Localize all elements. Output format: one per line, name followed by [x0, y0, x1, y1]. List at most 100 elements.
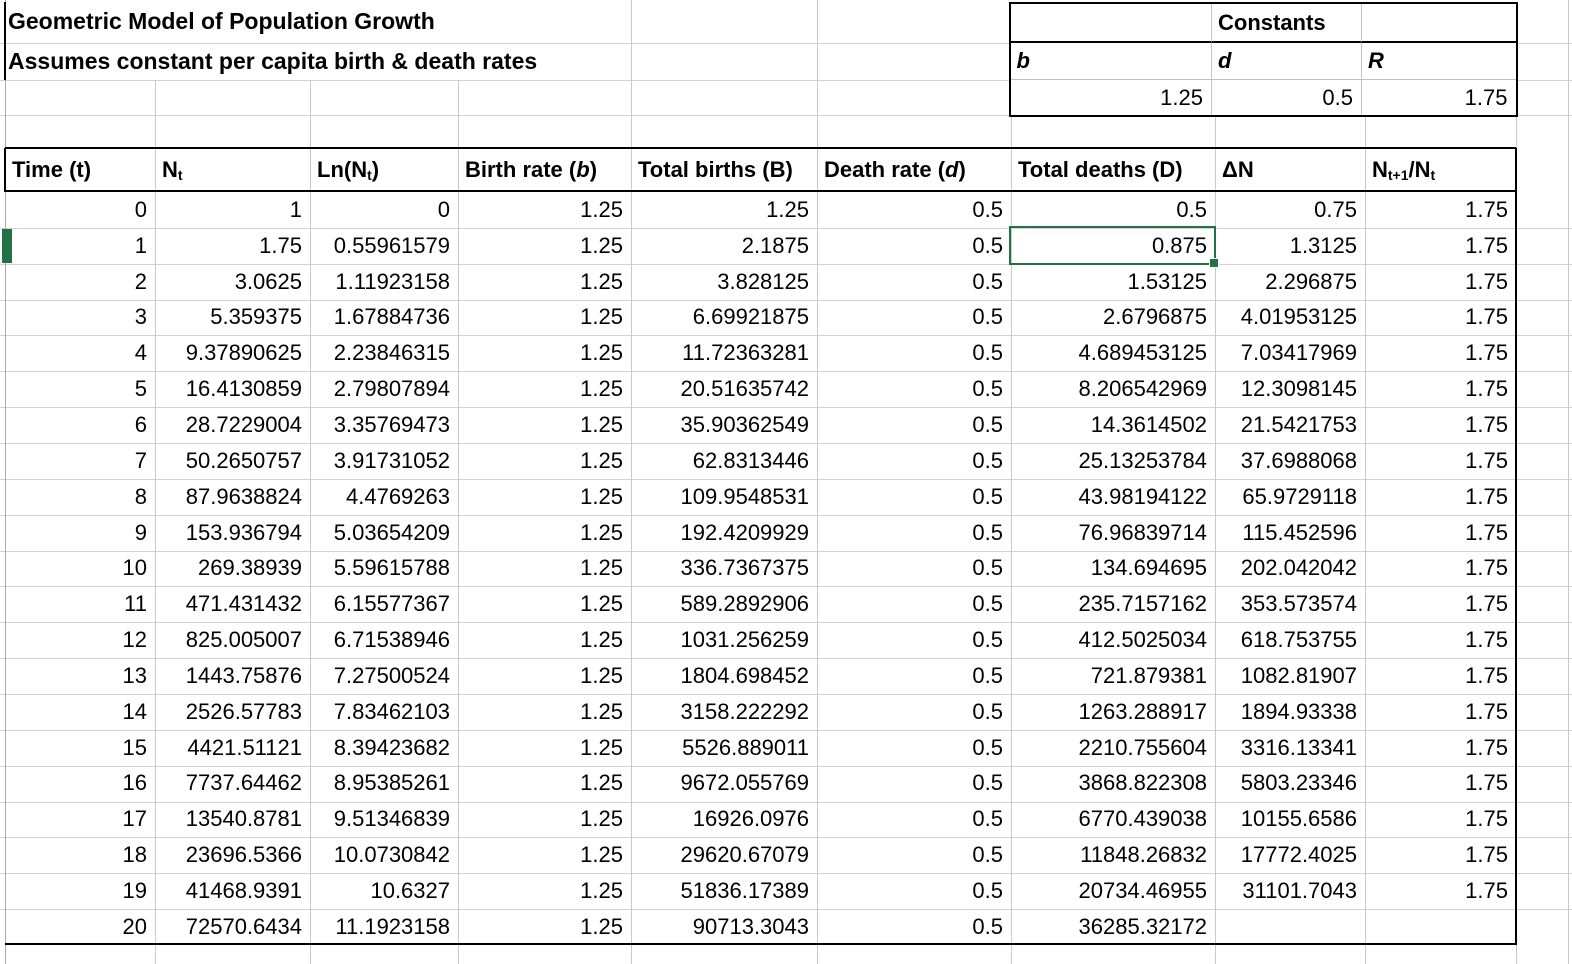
cell[interactable]: 1.3125	[1289, 232, 1357, 258]
cell[interactable]: 8	[134, 483, 147, 509]
cell[interactable]: 15	[122, 734, 147, 760]
cell[interactable]: 0.5	[972, 483, 1003, 509]
cell[interactable]: 5803.23346	[1240, 770, 1357, 796]
cell[interactable]: 1.75	[1465, 662, 1508, 688]
header-cell[interactable]: Total deaths (D)	[1018, 157, 1183, 182]
cell[interactable]: 3	[134, 304, 147, 330]
cell[interactable]: 4.4769263	[346, 483, 450, 509]
cell[interactable]: 1.75	[1465, 555, 1508, 581]
cell[interactable]: 2210.755604	[1078, 734, 1207, 760]
cell[interactable]: 1.25	[580, 483, 623, 509]
cell[interactable]: 1.53125	[1127, 268, 1207, 294]
cell[interactable]: 0.5	[972, 304, 1003, 330]
cell[interactable]: 10	[122, 555, 147, 581]
cell[interactable]: 0.5	[972, 232, 1003, 258]
cell[interactable]: 0.5	[972, 877, 1003, 903]
cell[interactable]: 1.75	[1465, 877, 1508, 903]
cell[interactable]: 1.75	[1465, 411, 1508, 437]
header-cell[interactable]: ΔN	[1222, 157, 1254, 182]
cell[interactable]: 0.5	[972, 268, 1003, 294]
cell[interactable]: 1.25	[580, 232, 623, 258]
cell[interactable]: 1.75	[1465, 447, 1508, 473]
cell[interactable]: 25.13253784	[1078, 447, 1207, 473]
cell[interactable]: 29620.67079	[680, 842, 809, 868]
cell[interactable]: 41468.9391	[185, 877, 302, 903]
constant-value-d[interactable]: 0.5	[1212, 80, 1362, 115]
cell[interactable]: 5.03654209	[333, 519, 450, 545]
title-cell[interactable]: Geometric Model of Population Growth	[8, 0, 435, 43]
cell[interactable]: 12	[122, 627, 147, 653]
cell[interactable]: 7.03417969	[1240, 340, 1357, 366]
fill-handle[interactable]	[1209, 257, 1219, 268]
cell[interactable]: 1082.81907	[1240, 662, 1357, 688]
cell[interactable]: 1.25	[580, 698, 623, 724]
cell[interactable]: 13540.8781	[185, 806, 302, 832]
cell[interactable]: 618.753755	[1240, 627, 1357, 653]
cell[interactable]: 8.39423682	[333, 734, 450, 760]
cell[interactable]: 1.75	[1465, 483, 1508, 509]
cell[interactable]: 9	[134, 519, 147, 545]
cell[interactable]: 17	[122, 806, 147, 832]
header-cell[interactable]: Birth rate (b )	[465, 157, 598, 182]
cell[interactable]: 76.96839714	[1078, 519, 1207, 545]
cell[interactable]: 0.5	[972, 662, 1003, 688]
cell[interactable]: 1.25	[766, 196, 809, 222]
cell[interactable]: 4	[134, 340, 147, 366]
cell[interactable]: 0.5	[972, 555, 1003, 581]
cell[interactable]: 1.25	[580, 196, 623, 222]
cell[interactable]: 11.72363281	[682, 340, 809, 366]
cell[interactable]: 5526.889011	[682, 734, 809, 760]
cell[interactable]: 0	[437, 196, 450, 222]
cell[interactable]: 9672.055769	[680, 770, 809, 796]
cell[interactable]: 6	[134, 411, 147, 437]
cell[interactable]: 1.25	[580, 411, 623, 437]
cell[interactable]: 336.7367375	[680, 555, 809, 581]
cell[interactable]: 471.431432	[185, 591, 302, 617]
cell[interactable]: 721.879381	[1090, 662, 1207, 688]
cell[interactable]: 0.5	[972, 806, 1003, 832]
subtitle-cell[interactable]: Assumes constant per capita birth & deat…	[8, 43, 537, 80]
cell[interactable]: 2.1875	[741, 232, 809, 258]
cell[interactable]: 1804.698452	[680, 662, 809, 688]
cell[interactable]: 2	[134, 268, 147, 294]
cell[interactable]: 0.5	[972, 627, 1003, 653]
cell[interactable]: 6.15577367	[333, 591, 450, 617]
cell[interactable]: 1.25	[580, 555, 623, 581]
cell[interactable]: 2.296875	[1265, 268, 1357, 294]
header-cell[interactable]: Time (t)	[12, 157, 92, 182]
cell[interactable]: 1263.288917	[1078, 698, 1207, 724]
cell[interactable]: 1443.75876	[185, 662, 302, 688]
cell[interactable]: 23696.5366	[185, 842, 302, 868]
cell[interactable]: 31101.7043	[1242, 877, 1357, 903]
cell[interactable]: 1.25	[580, 447, 623, 473]
cell[interactable]: 8.95385261	[333, 770, 450, 796]
cell[interactable]: 1.75	[259, 232, 302, 258]
cell[interactable]: 1.75	[1465, 627, 1508, 653]
constant-value-b[interactable]: 1.25	[1011, 80, 1212, 115]
cell[interactable]: 35.90362549	[680, 411, 809, 437]
cell[interactable]: 1.75	[1465, 519, 1508, 545]
constant-label-b[interactable]: b	[1010, 43, 1212, 80]
cell[interactable]	[1365, 909, 1516, 945]
cell[interactable]: 1.75	[1465, 734, 1508, 760]
cell[interactable]: 1.25	[580, 519, 623, 545]
cell[interactable]: 3.828125	[717, 268, 809, 294]
cell[interactable]: 65.9729118	[1242, 483, 1357, 509]
cell[interactable]: 1.75	[1465, 232, 1508, 258]
cell[interactable]: 16.4130859	[185, 376, 302, 402]
cell[interactable]: 1.25	[580, 842, 623, 868]
cell[interactable]: 1.25	[580, 770, 623, 796]
cell[interactable]: 0.5	[972, 842, 1003, 868]
cell[interactable]: 1.25	[580, 591, 623, 617]
cell[interactable]: 1.25	[580, 268, 623, 294]
cell[interactable]: 1.25	[580, 627, 623, 653]
constant-label-R[interactable]: R	[1362, 43, 1516, 80]
cell[interactable]: 7.27500524	[333, 662, 450, 688]
cell[interactable]: 14	[122, 698, 147, 724]
cell[interactable]: 202.042042	[1240, 555, 1357, 581]
cell[interactable]: 21.5421753	[1240, 411, 1357, 437]
cell[interactable]: 90713.3043	[692, 913, 809, 939]
header-cell[interactable]: Death rate (d )	[824, 157, 966, 182]
cell[interactable]: 14.3614502	[1090, 411, 1207, 437]
cell[interactable]: 1.25	[580, 340, 623, 366]
